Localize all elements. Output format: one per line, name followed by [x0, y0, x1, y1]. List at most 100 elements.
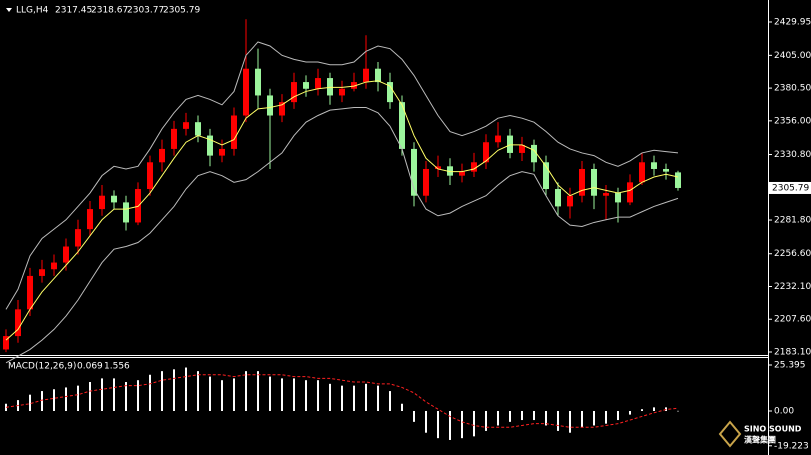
macd-label: MACD(12,26,9)	[8, 362, 76, 372]
macd-value: 0.069	[77, 362, 103, 372]
candle-body	[63, 246, 69, 263]
y-tick-label: 2330.80	[774, 150, 811, 160]
macd-bar	[629, 410, 631, 415]
macd-bar	[113, 378, 115, 411]
macd-bar	[593, 410, 595, 426]
price-marker-label: 2305.79	[772, 183, 809, 193]
macd-bar	[161, 371, 163, 411]
candle-body	[351, 82, 357, 89]
candle-body	[471, 162, 477, 172]
candle-body	[543, 162, 549, 190]
y-tick-label: 2183.10	[774, 347, 811, 357]
macd-bar	[269, 376, 271, 411]
signal-value: 1.556	[104, 362, 130, 372]
close-value: 2305.79	[163, 6, 200, 16]
macd-bar	[89, 382, 91, 411]
watermark-name: SINO SOUND	[744, 425, 802, 434]
macd-bar	[473, 410, 475, 437]
candle-body	[387, 82, 393, 103]
candle-body	[255, 68, 261, 96]
candle-body	[207, 135, 213, 156]
macd-bar	[485, 410, 487, 431]
candle-body	[99, 195, 105, 210]
candle-body	[519, 144, 525, 153]
y-tick-label: 25.395	[774, 360, 806, 370]
macd-bar	[365, 383, 367, 411]
candle-body	[639, 162, 645, 183]
candle-body	[51, 262, 57, 270]
macd-bar	[221, 380, 223, 411]
indicator-line	[5, 106, 679, 364]
indicator-line	[5, 80, 679, 341]
signal-line	[5, 374, 679, 428]
macd-bar	[425, 410, 427, 433]
candle-body	[507, 135, 513, 153]
y-tick-label: 2232.10	[774, 282, 811, 292]
candle-body	[651, 162, 657, 169]
macd-bar	[173, 369, 175, 411]
macd-bar	[533, 410, 535, 421]
macd-bar	[461, 410, 463, 439]
menu-arrow[interactable]	[6, 8, 12, 12]
candle-body	[339, 88, 345, 96]
symbol: LLG,H4	[16, 6, 49, 16]
candle-body	[375, 68, 381, 83]
price-marker	[769, 181, 811, 194]
candle-body	[495, 135, 501, 143]
candle-body	[279, 102, 285, 116]
watermark: SINO SOUND 漢聲集團	[718, 420, 802, 448]
logo	[718, 420, 742, 448]
macd-bar	[197, 371, 199, 411]
macd-bar	[233, 378, 235, 411]
indicator-line	[5, 41, 679, 310]
candle-body	[183, 122, 189, 129]
candle-body	[435, 166, 441, 169]
candle-body	[399, 102, 405, 149]
candle-body	[39, 269, 45, 276]
candle-body	[111, 195, 117, 203]
macd-bar	[641, 409, 643, 411]
candle-body	[591, 168, 597, 196]
candle-body	[675, 172, 681, 188]
candle-body	[567, 195, 573, 207]
candle-body	[147, 162, 153, 190]
macd-bar	[653, 407, 655, 411]
macd-bar	[581, 410, 583, 428]
macd-bar	[101, 378, 103, 411]
macd-bar	[149, 374, 151, 411]
candle-body	[483, 142, 489, 163]
watermark-cn: 漢聲集團	[744, 435, 776, 445]
y-tick-label: 0.00	[774, 406, 794, 416]
macd-bar	[377, 385, 379, 411]
macd-bar	[329, 383, 331, 411]
macd-bar	[449, 410, 451, 440]
y-tick-label: -19.223	[774, 441, 809, 451]
macd-bar	[353, 385, 355, 411]
candle-body	[663, 168, 669, 172]
high-value: 2318.67	[91, 6, 128, 16]
candle-body	[171, 128, 177, 149]
macd-bar	[245, 371, 247, 411]
candle-body	[87, 209, 93, 230]
macd-bar	[521, 410, 523, 421]
macd-bar	[437, 410, 439, 439]
macd-bar	[413, 410, 415, 422]
candle-body	[459, 171, 465, 176]
macd-bar	[209, 376, 211, 411]
candle-body	[27, 275, 33, 310]
macd-bar	[185, 367, 187, 411]
macd-bar	[65, 387, 67, 411]
candle-body	[195, 122, 201, 136]
macd-bar	[677, 410, 679, 412]
macd-bar	[509, 410, 511, 422]
macd-bar	[557, 410, 559, 431]
candle-body	[579, 168, 585, 196]
macd-bar	[125, 382, 127, 411]
y-tick-label: 2380.50	[774, 84, 811, 94]
candle-body	[315, 78, 321, 89]
candle-body	[411, 148, 417, 196]
macd-bar	[401, 403, 403, 411]
candle-body	[219, 148, 225, 156]
